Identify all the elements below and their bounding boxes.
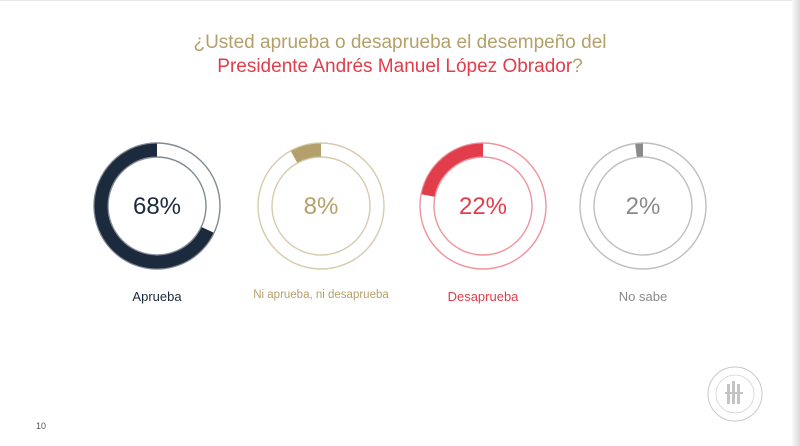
donut-desaprueba: 22% [419, 142, 547, 270]
page-edge [792, 0, 800, 446]
university-seal-icon [707, 366, 763, 422]
donut-aprueba: 68% [93, 142, 221, 270]
ring-outline-outer [93, 142, 221, 270]
title-line-2: Presidente Andrés Manuel López Obrador? [0, 55, 800, 79]
label-desaprueba: Desaprueba [447, 289, 519, 304]
page-number: 10 [36, 421, 47, 431]
value-label-desaprueba: 22% [459, 193, 507, 220]
page-title: ¿Usted aprueba o desaprueba el desempeño… [0, 31, 800, 79]
donut-charts: 68% 8% 22% 2% [93, 142, 707, 270]
arc-desaprueba [421, 143, 484, 197]
ring-outline-outer [579, 142, 707, 270]
title-end: ? [572, 56, 583, 77]
value-label-aprueba: 68% [133, 193, 181, 220]
value-label-no-sabe: 2% [626, 193, 661, 220]
label-ni-aprueba: Ni aprueba, ni desaprueba [253, 289, 389, 301]
ring-outline-inner [107, 156, 207, 256]
label-no-sabe: No sabe [618, 289, 668, 304]
ring-outline-inner [433, 156, 533, 256]
arc-ni-aprueba-ni-desaprueba [290, 143, 322, 163]
donut-ni-aprueba-ni-desaprueba: 8% [257, 142, 385, 270]
label-aprueba: Aprueba [132, 289, 182, 304]
ring-outline-inner [271, 156, 371, 256]
ring-outline-inner [593, 156, 693, 256]
value-label-ni-aprueba-ni-desaprueba: 8% [304, 193, 339, 220]
arc-aprueba [94, 143, 214, 269]
ring-outline-outer [257, 142, 385, 270]
ring-outline-outer [419, 142, 547, 270]
title-line-1: ¿Usted aprueba o desaprueba el desempeño… [193, 32, 607, 53]
donut-no-sabe: 2% [579, 142, 707, 270]
title-emphasis: Presidente Andrés Manuel López Obrador [217, 56, 573, 77]
